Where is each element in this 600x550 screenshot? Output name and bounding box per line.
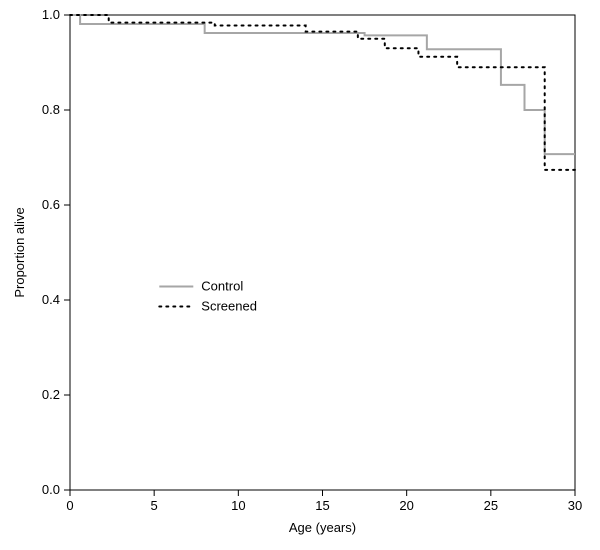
- x-tick-label: 10: [231, 498, 245, 513]
- x-tick-label: 0: [66, 498, 73, 513]
- x-axis-title: Age (years): [289, 520, 356, 535]
- y-tick-label: 0.6: [42, 197, 60, 212]
- y-tick-label: 0.0: [42, 482, 60, 497]
- y-tick-label: 0.2: [42, 387, 60, 402]
- y-tick-label: 0.8: [42, 102, 60, 117]
- legend-label-control: Control: [201, 279, 243, 294]
- survival-chart: 0 5 10 15 20 25 30 0.0 0.2 0.4 0.6 0.8 1.0 Age (years…: [0, 0, 600, 550]
- y-tick-label: 0.4: [42, 292, 60, 307]
- y-axis-title: Proportion alive: [12, 207, 27, 297]
- x-tick-label: 5: [151, 498, 158, 513]
- y-tick-label: 1.0: [42, 7, 60, 22]
- x-tick-label: 15: [315, 498, 329, 513]
- chart-background: [0, 0, 600, 550]
- x-tick-label: 20: [399, 498, 413, 513]
- x-tick-label: 25: [484, 498, 498, 513]
- x-tick-label: 30: [568, 498, 582, 513]
- legend-label-screened: Screened: [201, 299, 257, 314]
- chart-svg: 0 5 10 15 20 25 30 0.0 0.2 0.4 0.6 0.8 1.0 Age (years…: [0, 0, 600, 550]
